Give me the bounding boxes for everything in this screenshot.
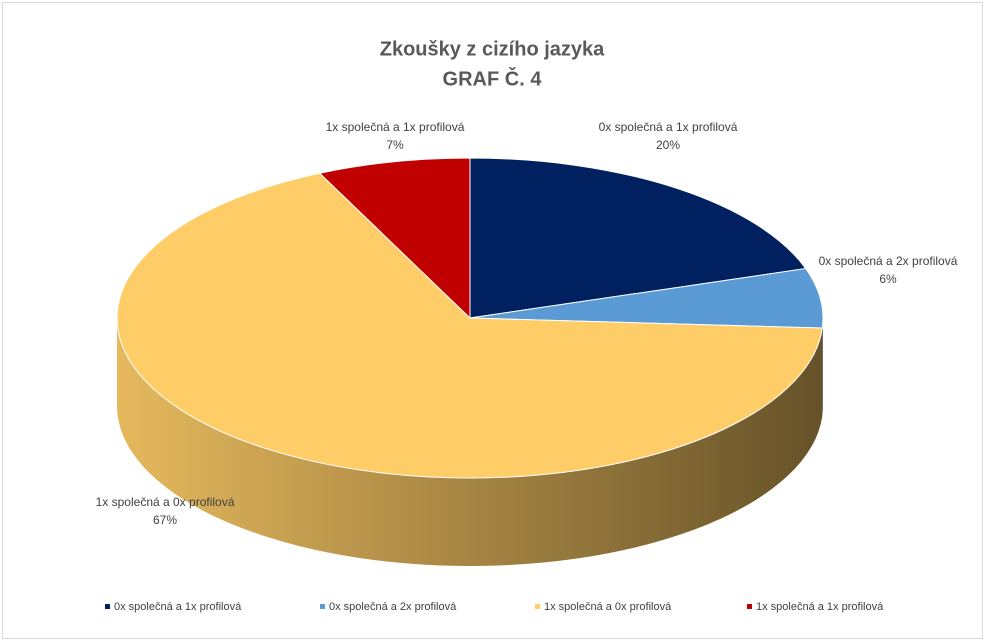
data-label-value: 20% (656, 138, 680, 152)
legend-label: 1x společná a 1x profilová (756, 601, 884, 613)
chart-title: Zkoušky z cizího jazyka (380, 38, 605, 60)
slice-shade (822, 318, 823, 417)
legend-label: 0x společná a 2x profilová (329, 601, 457, 613)
data-label-value: 7% (386, 138, 404, 152)
legend-marker (747, 604, 752, 609)
legend-label: 0x společná a 1x profilová (114, 601, 242, 613)
legend-marker (535, 604, 540, 609)
slice (116, 172, 823, 479)
data-label-value: 67% (153, 513, 177, 527)
slice-shade (117, 318, 823, 566)
chart-subtitle: GRAF Č. 4 (443, 66, 543, 90)
data-label-name: 1x společná a 1x profilová (326, 120, 465, 134)
legend-marker (320, 604, 325, 609)
legend-marker (105, 604, 110, 609)
data-label-name: 1x společná a 0x profilová (96, 495, 235, 509)
data-label-value: 6% (879, 272, 897, 286)
slice (469, 268, 824, 329)
data-label-name: 0x společná a 1x profilová (599, 120, 738, 134)
legend-label: 1x společná a 0x profilová (544, 601, 672, 613)
slice (469, 157, 807, 319)
slice (318, 157, 471, 320)
data-label-name: 0x společná a 2x profilová (819, 254, 958, 268)
